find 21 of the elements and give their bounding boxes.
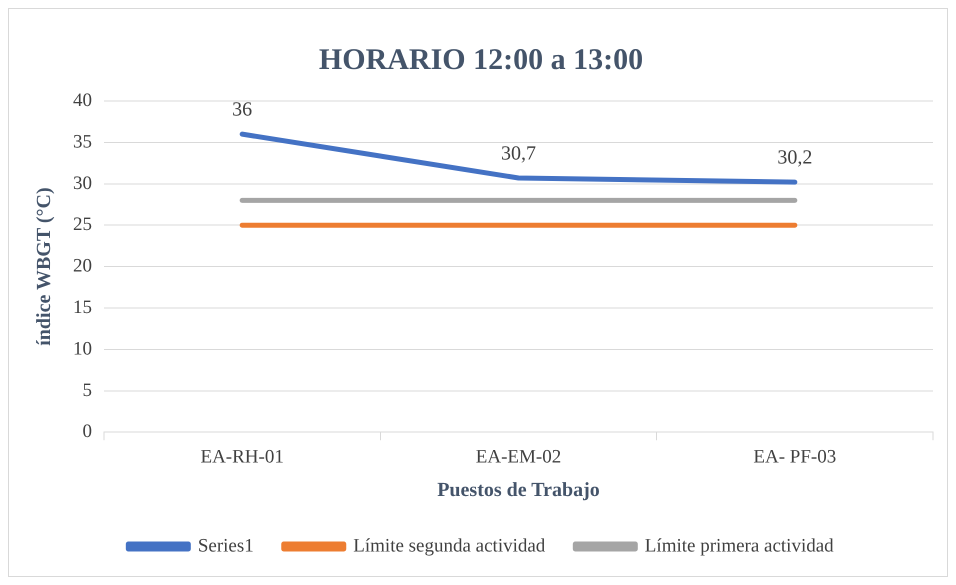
data-label: 30,7 <box>501 142 536 164</box>
y-axis-title: índice WBGT (°C) <box>33 187 56 346</box>
legend-label: Series1 <box>198 535 254 556</box>
x-tick-label: EA- PF-03 <box>753 446 836 468</box>
x-tick-label: EA-EM-02 <box>476 446 562 468</box>
data-label: 36 <box>232 98 252 120</box>
y-tick-label: 40 <box>73 90 92 111</box>
x-axis-title: Puestos de Trabajo <box>437 479 600 502</box>
y-tick-label: 25 <box>73 214 92 236</box>
y-tick-label: 15 <box>73 296 92 318</box>
y-tick-label: 10 <box>73 338 92 360</box>
x-tick-label: EA-RH-01 <box>200 446 284 468</box>
y-tick-label: 20 <box>73 256 92 277</box>
y-tick-label: 30 <box>73 172 92 194</box>
legend-label: Límite segunda actividad <box>353 535 546 556</box>
legend-label: Límite primera actividad <box>644 535 834 556</box>
y-tick-label: 35 <box>73 131 92 152</box>
data-label: 30,2 <box>777 146 812 168</box>
y-tick-label: 0 <box>82 421 92 442</box>
y-tick-label: 5 <box>82 380 92 401</box>
chart-title: HORARIO 12:00 a 13:00 <box>318 42 644 76</box>
